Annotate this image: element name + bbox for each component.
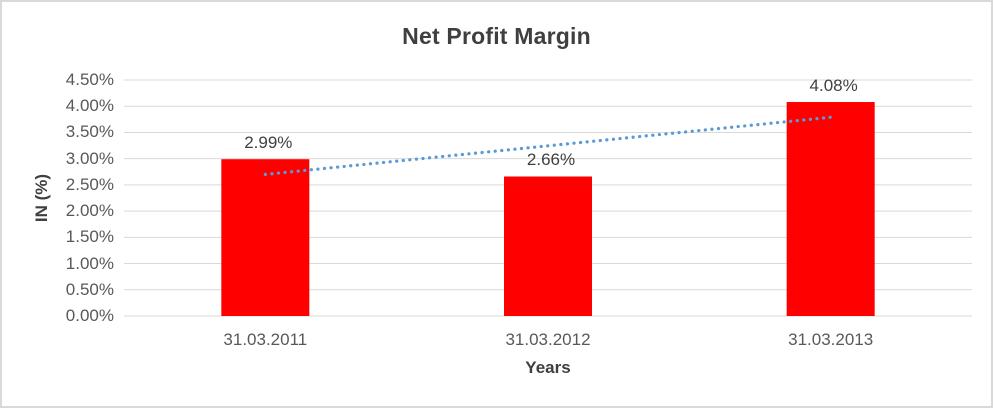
bar-31.03.2013 xyxy=(786,102,875,316)
bar-value-label: 2.66% xyxy=(526,150,576,170)
y-tick-label: 3.00% xyxy=(65,148,114,168)
y-tick-label: 0.50% xyxy=(65,279,114,299)
y-tick-label: 0.00% xyxy=(65,306,114,325)
y-tick-label: 4.00% xyxy=(65,96,114,116)
x-tick-label: 31.03.2013 xyxy=(788,330,874,349)
chart-title: Net Profit Margin xyxy=(402,23,591,49)
x-axis-title: Years xyxy=(525,358,571,377)
x-tick-label: 31.03.2012 xyxy=(505,330,591,349)
bar-value-label: 4.08% xyxy=(809,76,858,96)
y-tick-label: 1.00% xyxy=(65,253,114,273)
y-tick-label: 1.50% xyxy=(65,227,114,247)
y-tick-label: 2.00% xyxy=(65,201,114,221)
y-tick-label: 4.50% xyxy=(65,70,114,89)
x-tick-label: 31.03.2011 xyxy=(223,330,308,349)
bar-31.03.2011 xyxy=(221,159,310,316)
trendline xyxy=(263,115,833,176)
y-tick-label: 2.50% xyxy=(65,174,114,194)
bar-31.03.2012 xyxy=(504,176,592,316)
bar-value-label: 2.99% xyxy=(244,133,293,153)
y-tick-label: 3.50% xyxy=(65,122,114,142)
